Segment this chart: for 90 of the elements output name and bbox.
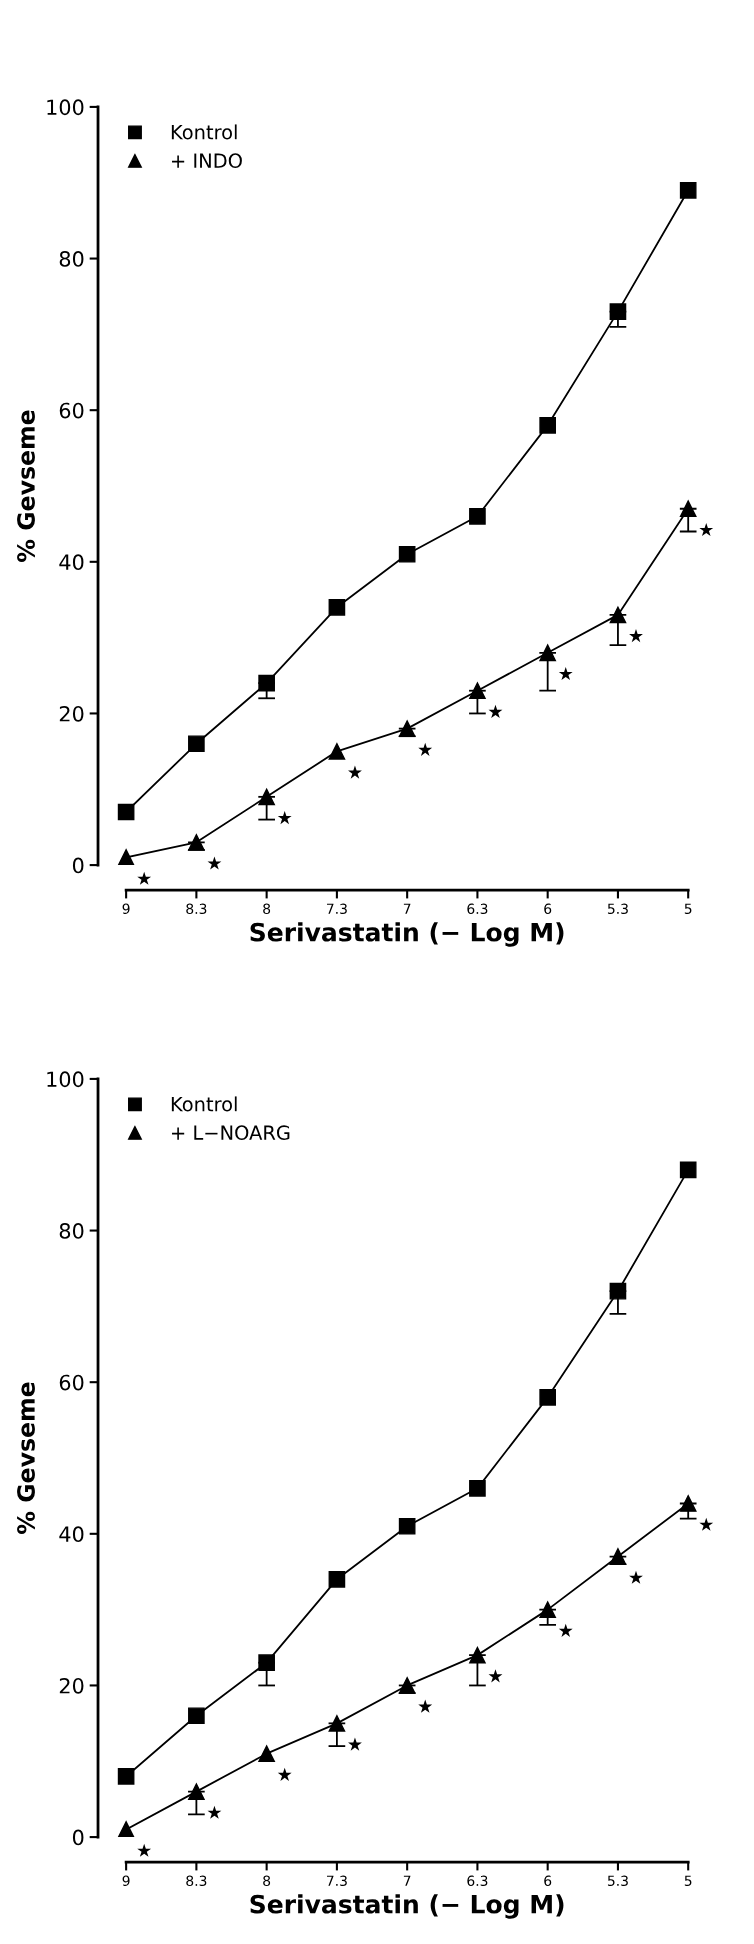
point (398, 720, 416, 737)
annotation: ★ (488, 1669, 503, 1683)
annotation: ★ (558, 666, 573, 681)
annotation: ★ (699, 1517, 714, 1531)
y-axis-title: % Gevseme (17, 410, 35, 562)
x-axis-title: Serivastatin (− Log M) (250, 922, 564, 947)
x-tick-label: 6.3 (467, 1875, 488, 1887)
annotation: ★ (207, 1805, 222, 1819)
annotation: ★ (558, 1623, 573, 1637)
legend-label: Kontrol (171, 1096, 237, 1112)
point (117, 803, 135, 821)
y-tick-label: 100 (47, 99, 84, 116)
y-tick-label: 20 (59, 1677, 84, 1694)
point (328, 1570, 346, 1588)
x-tick-label: 8 (263, 1875, 271, 1887)
y-tick-label: 0 (72, 1829, 84, 1846)
x-tick-label: 7 (403, 903, 411, 914)
point (609, 606, 627, 624)
point (117, 1768, 135, 1785)
x-tick-label: 5.3 (607, 1875, 628, 1887)
point (328, 598, 346, 616)
x-tick-label: 7.3 (327, 1875, 347, 1887)
x-tick-label: 6 (544, 903, 552, 915)
y-axis-title: % Gevseme (17, 1382, 35, 1534)
point (258, 788, 275, 806)
x-tick-label: 7.3 (327, 903, 347, 915)
point (398, 1517, 416, 1535)
annotation: ★ (418, 1699, 433, 1713)
point (679, 181, 697, 199)
point (539, 417, 557, 434)
annotation: ★ (348, 765, 362, 779)
annotation: ★ (629, 1570, 643, 1584)
point (398, 545, 416, 563)
point (679, 500, 697, 518)
point (539, 644, 557, 662)
x-tick-label: 8.3 (186, 903, 207, 915)
x-tick-label: 5 (684, 1875, 692, 1887)
legend-label: + INDO (172, 153, 242, 169)
y-tick-label: 40 (59, 554, 84, 571)
legend-label: + L−NOARG (172, 1125, 290, 1141)
point (469, 1479, 486, 1497)
annotation: ★ (629, 629, 643, 643)
point (609, 1282, 627, 1300)
x-tick-label: 5 (684, 903, 692, 915)
point (539, 1601, 557, 1618)
point (258, 1654, 275, 1672)
x-tick-label: 6.3 (467, 903, 488, 915)
y-tick-label: 80 (59, 1223, 84, 1239)
x-tick-label: 8.3 (186, 1875, 207, 1887)
y-tick-label: 20 (59, 705, 84, 722)
x-tick-label: 6 (544, 1875, 552, 1887)
point (539, 1389, 557, 1406)
annotation: ★ (348, 1737, 362, 1751)
annotation: ★ (699, 522, 714, 537)
point (609, 303, 627, 320)
legend-label: Kontrol (171, 124, 237, 140)
point (188, 1707, 205, 1725)
annotation: ★ (418, 742, 433, 756)
point (469, 682, 486, 700)
point (258, 1745, 275, 1763)
point (679, 1161, 697, 1179)
x-tick-label: 5.3 (607, 903, 628, 915)
point (258, 674, 275, 692)
point (328, 743, 346, 760)
y-tick-label: 60 (59, 1374, 84, 1391)
point (188, 1783, 205, 1800)
y-tick-label: 40 (59, 1526, 84, 1543)
x-tick-label: 9 (122, 1875, 130, 1887)
point (328, 1715, 346, 1732)
x-tick-label: 7 (403, 1875, 411, 1886)
point (469, 507, 486, 525)
point (117, 1821, 135, 1838)
point (469, 1646, 486, 1664)
x-tick-label: 9 (122, 903, 130, 915)
y-tick-label: 100 (47, 1071, 84, 1088)
y-tick-label: 80 (59, 251, 84, 267)
annotation: ★ (137, 871, 152, 885)
annotation: ★ (277, 810, 292, 825)
point (188, 735, 205, 753)
point (679, 1495, 697, 1512)
annotation: ★ (488, 704, 503, 718)
y-tick-label: 0 (72, 857, 84, 874)
point (398, 1677, 416, 1694)
annotation: ★ (207, 856, 222, 870)
y-tick-label: 60 (59, 402, 84, 419)
point (117, 849, 135, 866)
x-tick-label: 8 (263, 903, 271, 915)
annotation: ★ (137, 1843, 152, 1857)
x-axis-title: Serivastatin (− Log M) (250, 1894, 564, 1919)
annotation: ★ (277, 1767, 292, 1781)
